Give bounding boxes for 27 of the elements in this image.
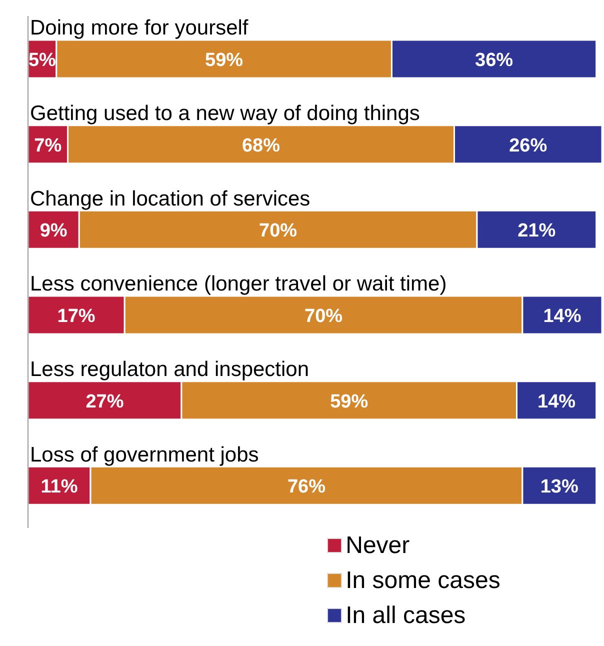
legend-label: In all cases — [346, 602, 466, 630]
y-tick-label: Doing more for yourself — [30, 16, 248, 40]
data-label: 27% — [86, 391, 124, 412]
data-label: 36% — [475, 50, 514, 71]
data-label: 59% — [330, 391, 368, 412]
data-label: 17% — [57, 306, 96, 327]
data-label: 70% — [304, 306, 343, 327]
data-label: 68% — [242, 135, 280, 156]
data-label: 26% — [509, 135, 548, 156]
data-label: 70% — [259, 220, 298, 242]
y-tick-label: Loss of government jobs — [30, 443, 259, 466]
data-label: 11% — [40, 476, 78, 498]
legend-label: Never — [346, 532, 410, 560]
y-tick-label: Change in location of services — [30, 187, 310, 210]
data-label: 14% — [538, 391, 576, 412]
y-tick-label: Less regulaton and inspection — [30, 358, 310, 381]
legend-label: In some cases — [346, 566, 500, 594]
data-label: 7% — [34, 135, 62, 156]
data-label: 14% — [543, 306, 582, 327]
data-label: 76% — [287, 476, 326, 498]
data-label: 59% — [205, 50, 244, 71]
data-label: 9% — [40, 220, 68, 242]
data-label: 13% — [540, 476, 578, 498]
y-tick-label: Less convenience (longer travel or wait time) — [30, 272, 447, 296]
y-tick-label: Getting used to a new way of doing things — [30, 102, 420, 125]
data-label: 21% — [518, 220, 556, 242]
data-label: 5% — [28, 50, 56, 71]
